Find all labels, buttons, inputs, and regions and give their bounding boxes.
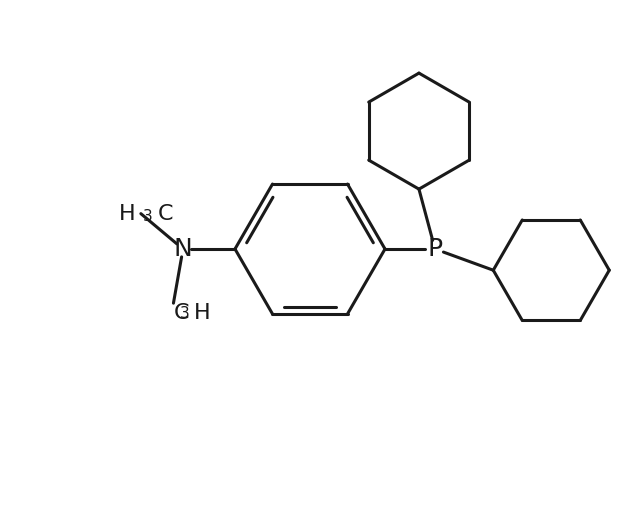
Text: 3: 3 [143,209,153,224]
Text: 3: 3 [180,306,189,321]
Text: C: C [158,203,173,224]
Text: C: C [173,303,189,323]
Text: P: P [428,237,443,261]
Text: H: H [119,203,136,224]
Text: N: N [173,237,193,261]
Text: H: H [193,303,210,323]
